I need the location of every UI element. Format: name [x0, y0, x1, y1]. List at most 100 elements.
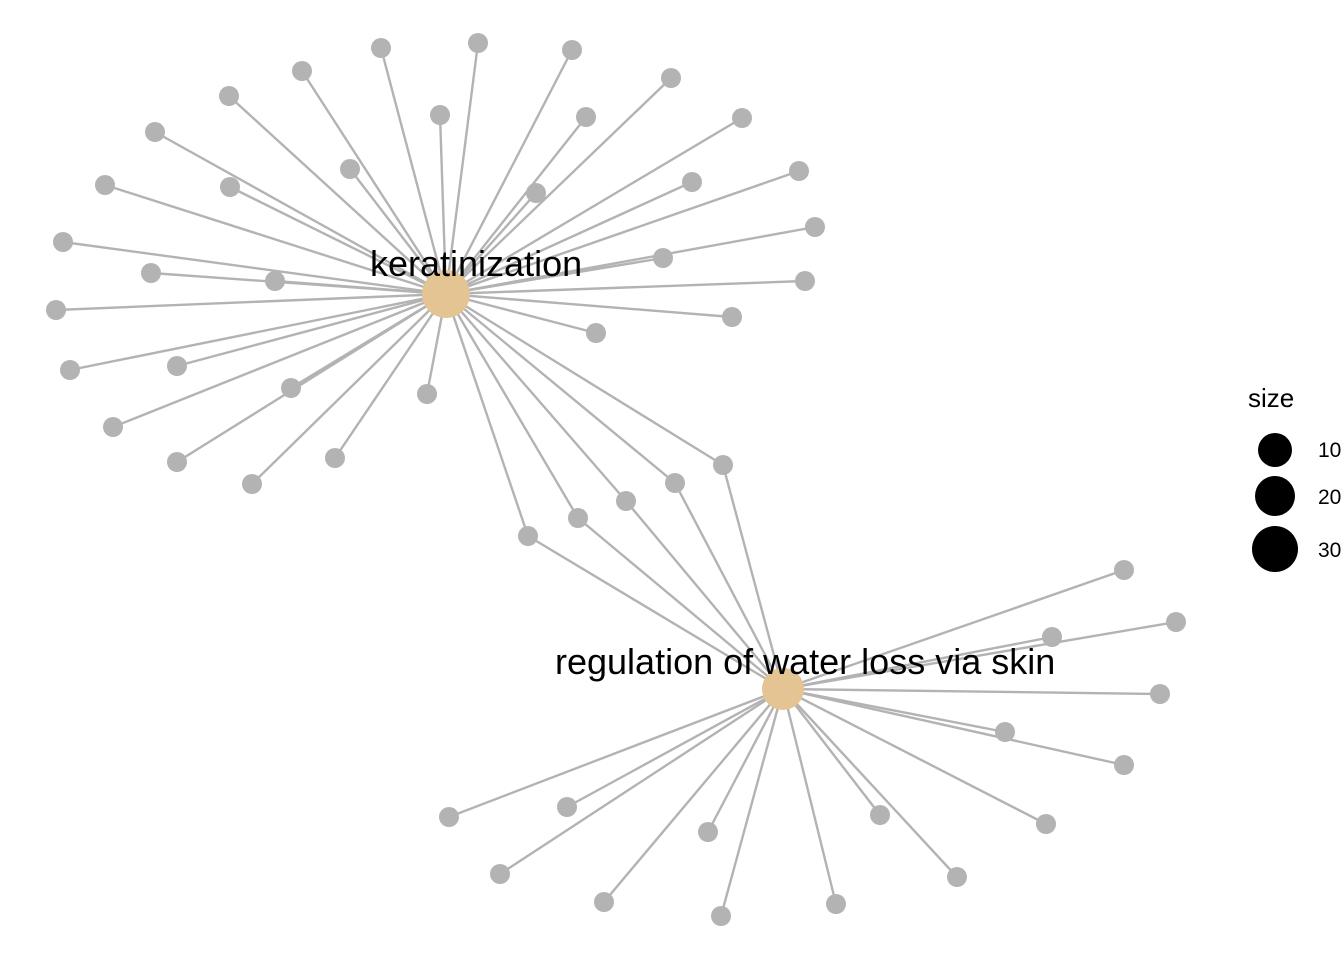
gene-node[interactable] — [947, 867, 967, 887]
gene-node[interactable] — [325, 448, 345, 468]
gene-node[interactable] — [682, 172, 702, 192]
edge-keratinization-14 — [438, 114, 448, 295]
gene-node[interactable] — [167, 356, 187, 376]
gene-node[interactable] — [141, 263, 161, 283]
edge-water-loss-shared-2 — [625, 500, 784, 690]
gene-node-shared[interactable] — [568, 508, 588, 528]
edge-keratinization-shared-0 — [445, 292, 724, 467]
edge-keratinization-4 — [445, 116, 743, 296]
gene-node[interactable] — [430, 105, 450, 125]
edge-water-loss-8 — [782, 688, 881, 816]
gene-node[interactable] — [789, 161, 809, 181]
gene-node-shared[interactable] — [518, 526, 538, 546]
hub-label-regulation-of-water-loss-via-skin: regulation of water loss via skin — [555, 641, 1055, 682]
gene-node[interactable] — [661, 68, 681, 88]
edge-keratinization-3 — [445, 77, 672, 295]
edge-keratinization-26 — [176, 292, 447, 368]
gene-node[interactable] — [698, 822, 718, 842]
gene-node[interactable] — [220, 177, 240, 197]
gene-node[interactable] — [103, 417, 123, 437]
size-legend: size 10 20 30 — [1248, 383, 1341, 572]
gene-node[interactable] — [265, 271, 285, 291]
legend-symbol-20 — [1255, 476, 1295, 516]
edge-water-loss-shared-1 — [673, 482, 785, 690]
gene-node[interactable] — [219, 86, 239, 106]
gene-node[interactable] — [562, 40, 582, 60]
gene-node[interactable] — [60, 360, 80, 380]
legend-label-20: 20 — [1318, 486, 1341, 509]
gene-node[interactable] — [1114, 560, 1134, 580]
gene-node[interactable] — [653, 248, 673, 268]
edges — [55, 42, 1177, 917]
gene-node[interactable] — [586, 323, 606, 343]
gene-node[interactable] — [870, 805, 890, 825]
gene-node[interactable] — [371, 38, 391, 58]
edge-keratinization-9 — [445, 292, 597, 335]
edge-keratinization-20 — [229, 185, 447, 296]
hub-node-regulation-of-water-loss-via-skin[interactable] — [762, 668, 804, 710]
gene-node[interactable] — [1150, 684, 1170, 704]
gene-node[interactable] — [711, 906, 731, 926]
gene-node[interactable] — [490, 864, 510, 884]
gene-node[interactable] — [242, 474, 262, 494]
gene-node[interactable] — [1042, 627, 1062, 647]
edge-keratinization-0 — [379, 47, 448, 295]
edge-water-loss-14 — [566, 687, 784, 809]
gene-node[interactable] — [1166, 612, 1186, 632]
gene-node[interactable] — [722, 307, 742, 327]
gene-node-shared[interactable] — [616, 491, 636, 511]
gene-node[interactable] — [805, 217, 825, 237]
edge-keratinization-16 — [300, 70, 448, 295]
edge-water-loss-2 — [782, 635, 1053, 691]
gene-node-shared[interactable] — [665, 473, 685, 493]
legend-title: size — [1248, 383, 1294, 413]
edge-keratinization-10 — [445, 256, 664, 296]
edge-keratinization-shared-3 — [444, 293, 580, 519]
edge-keratinization-18 — [154, 130, 447, 296]
legend-symbol-30 — [1252, 526, 1298, 572]
edge-keratinization-31 — [334, 293, 447, 459]
legend-label-10: 10 — [1318, 439, 1341, 462]
edge-keratinization-21 — [62, 240, 447, 296]
gene-node[interactable] — [145, 122, 165, 142]
gene-node[interactable] — [417, 384, 437, 404]
gene-node[interactable] — [1036, 814, 1056, 834]
edge-keratinization-17 — [228, 95, 447, 295]
gene-node[interactable] — [281, 378, 301, 398]
gene-node[interactable] — [732, 108, 752, 128]
gene-node[interactable] — [439, 807, 459, 827]
gene-node[interactable] — [468, 33, 488, 53]
edge-keratinization-11 — [445, 180, 693, 296]
gene-node[interactable] — [795, 271, 815, 291]
gene-node[interactable] — [1114, 755, 1134, 775]
gene-node[interactable] — [526, 183, 546, 203]
edge-water-loss-11 — [706, 688, 785, 833]
hub-node-keratinization[interactable] — [422, 270, 470, 318]
gene-node[interactable] — [53, 232, 73, 252]
gene-node[interactable] — [167, 452, 187, 472]
gene-node[interactable] — [340, 159, 360, 179]
edge-water-loss-5 — [782, 687, 1125, 767]
edge-water-loss-shared-3 — [577, 517, 784, 690]
edge-water-loss-15 — [448, 687, 784, 819]
edge-keratinization-8 — [445, 292, 733, 319]
edge-keratinization-29 — [176, 292, 447, 464]
gene-node-shared[interactable] — [713, 455, 733, 475]
edge-keratinization-1 — [444, 42, 480, 295]
legend-symbol-10 — [1258, 433, 1292, 467]
gene-node[interactable] — [594, 892, 614, 912]
gene-node[interactable] — [557, 797, 577, 817]
gene-node[interactable] — [95, 175, 115, 195]
edge-keratinization-shared-1 — [445, 293, 676, 484]
edge-keratinization-24 — [55, 292, 447, 312]
edge-keratinization-19 — [104, 183, 447, 296]
gene-node[interactable] — [292, 61, 312, 81]
gene-node[interactable] — [46, 300, 66, 320]
edge-water-loss-1 — [782, 620, 1177, 691]
edge-water-loss-shared-4 — [527, 534, 784, 691]
gene-node[interactable] — [576, 107, 596, 127]
gene-node[interactable] — [826, 894, 846, 914]
edge-water-loss-0 — [782, 568, 1125, 691]
gene-node[interactable] — [995, 722, 1015, 742]
